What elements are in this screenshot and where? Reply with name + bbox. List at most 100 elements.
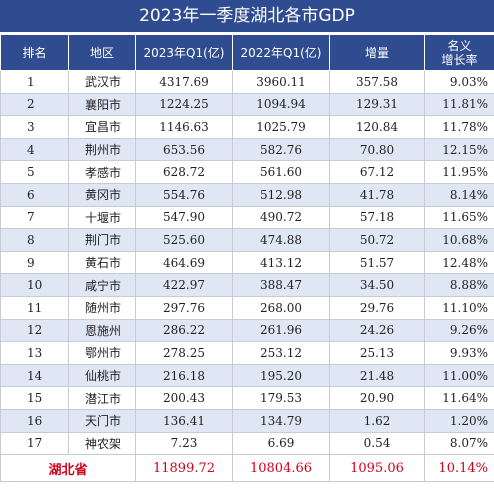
- table-row: 12 恩施州 286.22 261.96 24.26 9.26%: [0, 318, 494, 343]
- cell-region: 神农架: [68, 431, 136, 456]
- cell-rank: 5: [0, 160, 69, 184]
- cell-increase: 57.18: [329, 205, 425, 230]
- cell-increase: 20.90: [329, 386, 425, 410]
- cell-gdp-2023: 1224.25: [135, 92, 233, 117]
- cell-rank: 8: [0, 228, 69, 252]
- cell-rank: 6: [0, 182, 69, 207]
- cell-region: 黄石市: [68, 250, 136, 275]
- cell-increase: 29.76: [329, 295, 425, 320]
- cell-rank: 9: [0, 250, 69, 275]
- header-rank: 排名: [0, 34, 69, 71]
- cell-gdp-2022: 179.53: [232, 386, 330, 410]
- cell-growth: 8.14%: [424, 182, 494, 207]
- cell-region: 荆门市: [68, 228, 136, 252]
- cell-gdp-2023: 278.25: [135, 341, 233, 365]
- total-gdp-2022: 10804.66: [232, 454, 330, 483]
- cell-gdp-2022: 413.12: [232, 250, 330, 275]
- table-row: 14 仙桃市 216.18 195.20 21.48 11.00%: [0, 363, 494, 388]
- table-row: 15 潜江市 200.43 179.53 20.90 11.64%: [0, 386, 494, 410]
- header-growth-line1: 名义: [447, 38, 472, 53]
- total-row: 湖北省 11899.72 10804.66 1095.06 10.14%: [0, 454, 494, 483]
- table-row: 13 鄂州市 278.25 253.12 25.13 9.93%: [0, 341, 494, 365]
- cell-gdp-2023: 297.76: [135, 295, 233, 320]
- cell-gdp-2023: 547.90: [135, 205, 233, 230]
- table-row: 6 黄冈市 554.76 512.98 41.78 8.14%: [0, 182, 494, 207]
- cell-region: 随州市: [68, 295, 136, 320]
- table-row: 3 宜昌市 1146.63 1025.79 120.84 11.78%: [0, 115, 494, 139]
- cell-increase: 67.12: [329, 160, 425, 184]
- cell-region: 武汉市: [68, 70, 136, 94]
- cell-growth: 11.10%: [424, 295, 494, 320]
- table-row: 7 十堰市 547.90 490.72 57.18 11.65%: [0, 205, 494, 230]
- cell-growth: 9.03%: [424, 70, 494, 94]
- cell-gdp-2023: 422.97: [135, 273, 233, 297]
- cell-growth: 9.26%: [424, 318, 494, 343]
- total-growth: 10.14%: [424, 454, 494, 483]
- cell-rank: 16: [0, 408, 69, 433]
- cell-gdp-2022: 582.76: [232, 137, 330, 162]
- cell-rank: 13: [0, 341, 69, 365]
- cell-gdp-2022: 388.47: [232, 273, 330, 297]
- cell-gdp-2023: 1146.63: [135, 115, 233, 139]
- header-increase: 增量: [329, 34, 425, 71]
- cell-region: 襄阳市: [68, 92, 136, 117]
- table-row: 5 孝感市 628.72 561.60 67.12 11.95%: [0, 160, 494, 184]
- table-row: 9 黄石市 464.69 413.12 51.57 12.48%: [0, 250, 494, 275]
- cell-region: 孝感市: [68, 160, 136, 184]
- cell-growth: 11.00%: [424, 363, 494, 388]
- cell-increase: 34.50: [329, 273, 425, 297]
- header-gdp-2022: 2022年Q1(亿): [232, 34, 330, 71]
- cell-increase: 51.57: [329, 250, 425, 275]
- header-growth-line2: 增长率: [441, 52, 478, 67]
- cell-gdp-2022: 474.88: [232, 228, 330, 252]
- cell-gdp-2022: 253.12: [232, 341, 330, 365]
- cell-gdp-2022: 6.69: [232, 431, 330, 456]
- cell-growth: 10.68%: [424, 228, 494, 252]
- cell-gdp-2023: 216.18: [135, 363, 233, 388]
- cell-increase: 21.48: [329, 363, 425, 388]
- cell-region: 恩施州: [68, 318, 136, 343]
- cell-rank: 10: [0, 273, 69, 297]
- cell-region: 宜昌市: [68, 115, 136, 139]
- cell-gdp-2023: 554.76: [135, 182, 233, 207]
- cell-gdp-2022: 512.98: [232, 182, 330, 207]
- cell-region: 潜江市: [68, 386, 136, 410]
- cell-gdp-2023: 653.56: [135, 137, 233, 162]
- cell-gdp-2023: 628.72: [135, 160, 233, 184]
- table-row: 4 荆州市 653.56 582.76 70.80 12.15%: [0, 137, 494, 162]
- cell-gdp-2022: 134.79: [232, 408, 330, 433]
- cell-region: 鄂州市: [68, 341, 136, 365]
- cell-growth: 8.88%: [424, 273, 494, 297]
- table-row: 1 武汉市 4317.69 3960.11 357.58 9.03%: [0, 70, 494, 94]
- cell-growth: 12.48%: [424, 250, 494, 275]
- total-increase: 1095.06: [329, 454, 425, 483]
- cell-region: 天门市: [68, 408, 136, 433]
- table-row: 16 天门市 136.41 134.79 1.62 1.20%: [0, 408, 494, 433]
- cell-rank: 14: [0, 363, 69, 388]
- table-row: 8 荆门市 525.60 474.88 50.72 10.68%: [0, 228, 494, 252]
- cell-rank: 12: [0, 318, 69, 343]
- cell-gdp-2023: 525.60: [135, 228, 233, 252]
- total-label: 湖北省: [0, 454, 136, 483]
- cell-gdp-2023: 286.22: [135, 318, 233, 343]
- cell-growth: 11.81%: [424, 92, 494, 117]
- cell-gdp-2023: 7.23: [135, 431, 233, 456]
- cell-increase: 41.78: [329, 182, 425, 207]
- cell-rank: 1: [0, 70, 69, 94]
- cell-gdp-2023: 4317.69: [135, 70, 233, 94]
- cell-increase: 25.13: [329, 341, 425, 365]
- cell-growth: 11.64%: [424, 386, 494, 410]
- cell-region: 黄冈市: [68, 182, 136, 207]
- header-region: 地区: [68, 34, 136, 71]
- cell-increase: 50.72: [329, 228, 425, 252]
- cell-growth: 11.65%: [424, 205, 494, 230]
- header-row: 排名 地区 2023年Q1(亿) 2022年Q1(亿) 增量 名义 增长率: [0, 34, 494, 71]
- cell-rank: 4: [0, 137, 69, 162]
- cell-region: 十堰市: [68, 205, 136, 230]
- table-row: 2 襄阳市 1224.25 1094.94 129.31 11.81%: [0, 92, 494, 117]
- table-title: 2023年一季度湖北各市GDP: [0, 0, 494, 34]
- cell-gdp-2022: 3960.11: [232, 70, 330, 94]
- cell-growth: 12.15%: [424, 137, 494, 162]
